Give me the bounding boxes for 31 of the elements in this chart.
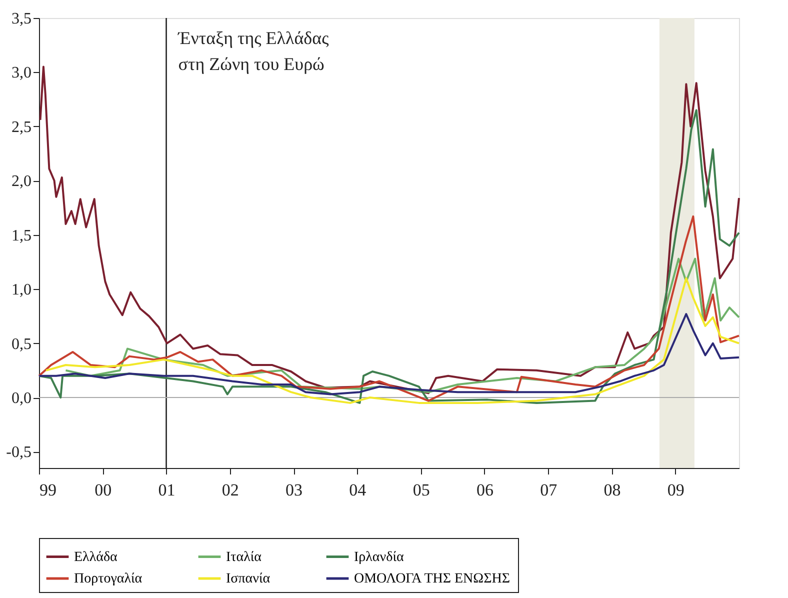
legend-label: Ισπανία [226, 572, 271, 586]
x-tick-label: 04 [349, 480, 367, 500]
ref-line-label: Ένταξη της Ελλάδας στη Ζώνη του Ευρώ [177, 28, 329, 74]
legend-label: ΟΜΟΛΟΓΑ ΤΗΣ ΕΝΩΣΗΣ [354, 572, 510, 586]
y-tick-label: 1,0 [12, 282, 32, 299]
x-tick-label: 09 [667, 480, 684, 500]
y-tick-label: 2,0 [12, 173, 32, 190]
x-tick-label: 02 [222, 480, 239, 500]
line-series [38, 313, 740, 396]
x-tick-label: 05 [412, 480, 430, 500]
legend-label: Ελλάδα [74, 550, 118, 565]
y-tick-label: 3,5 [12, 10, 32, 28]
y-tick-label: 2,5 [12, 118, 32, 136]
line-series [45, 277, 740, 404]
legend-label: Ιταλία [226, 550, 262, 565]
line-series [38, 215, 740, 402]
x-tick-label: 03 [286, 480, 303, 500]
x-tick-label: 07 [540, 480, 558, 500]
legend-label: Πορτογαλία [74, 572, 143, 586]
y-tick-label: -0,5 [6, 444, 32, 462]
x-tick-label: 00 [94, 480, 112, 500]
x-tick-label: 08 [604, 480, 621, 500]
legend-label: Ιρλανδία [354, 550, 404, 565]
y-tick-label: 3,0 [12, 64, 32, 82]
x-tick-label: 06 [476, 480, 494, 500]
line-series [64, 258, 740, 394]
y-tick-label: 0,0 [12, 390, 32, 408]
y-tick-label: 1,5 [12, 227, 32, 244]
x-tick-label: 99 [40, 480, 56, 500]
x-tick-label: 01 [158, 480, 176, 500]
y-tick-label: 0,5 [12, 336, 32, 353]
